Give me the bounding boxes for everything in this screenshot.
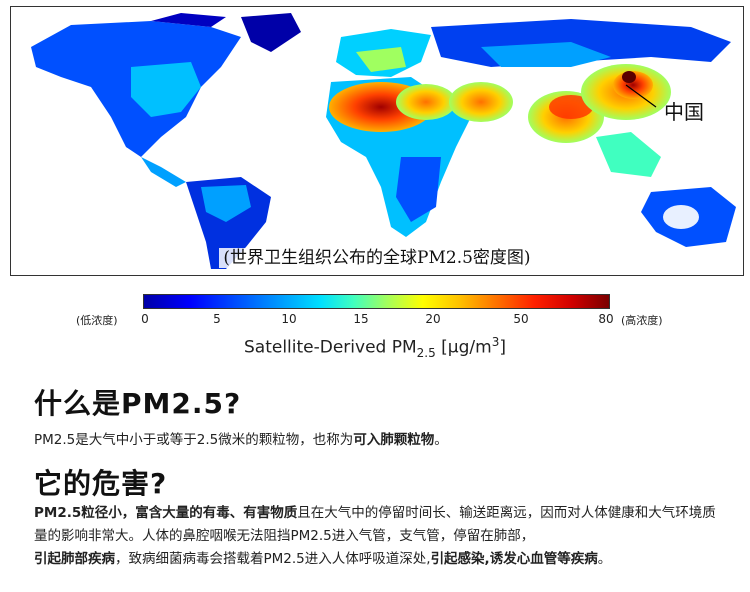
section2-plain-1: 且在大气中的停留时间长、输送距离远，因而对人体健康和大气环境质量的影响非常大。人…	[34, 505, 716, 544]
section1-text-bold: 可入肺颗粒物	[353, 432, 435, 448]
section2-plain-2: ，致病细菌病毒会搭载着PM2.5进入人体呼吸道深处,	[115, 551, 431, 567]
section1-text-plain: PM2.5是大气中小于或等于2.5微米的颗粒物，也称为	[34, 432, 354, 448]
colorbar-tick: 80	[598, 312, 614, 326]
colorbar-title-subscript: 2.5	[416, 346, 436, 361]
colorbar-tick: 10	[281, 312, 297, 326]
section2-end: 。	[597, 551, 612, 567]
colorbar-tick: 15	[353, 312, 369, 326]
high-concentration-label: (高浓度)	[621, 314, 663, 327]
colorbar-tick: 0	[141, 312, 149, 326]
section1-heading: 什么是PM2.5?	[34, 387, 242, 420]
colorbar-unit-superscript: 3	[491, 335, 500, 349]
colorbar-title: Satellite-Derived PM2.5 [μg/m3]	[244, 335, 506, 360]
section2-bold-3: 引起感染,诱发心血管等疾病	[430, 551, 598, 567]
section1-text-end: 。	[434, 432, 448, 448]
map-caption: (世界卫生组织公布的全球PM2.5密度图)	[11, 243, 743, 268]
low-concentration-label: (低浓度)	[76, 314, 118, 327]
colorbar-tick: 20	[425, 312, 441, 326]
section2-bold-1: PM2.5粒径小，富含大量的有毒、有害物质	[34, 505, 298, 521]
section2-bold-2: 引起肺部疾病	[34, 551, 115, 567]
china-label: 中国	[664, 100, 704, 124]
colorbar-tick: 5	[213, 312, 221, 326]
colorbar-tick: 50	[513, 312, 529, 326]
colorbar-title-main: Satellite-Derived PM	[244, 337, 417, 358]
section2-text: PM2.5粒径小，富含大量的有毒、有害物质且在大气中的停留时间长、输送距离远，因…	[34, 502, 724, 571]
pm25-world-map: (世界卫生组织公布的全球PM2.5密度图)	[10, 6, 744, 276]
section1-text: PM2.5是大气中小于或等于2.5微米的颗粒物，也称为可入肺颗粒物。	[34, 428, 448, 448]
colorbar-unit: [μg/m	[441, 337, 492, 358]
color-scale-bar	[143, 294, 610, 309]
colorbar-unit-close: ]	[499, 337, 506, 358]
section2-heading: 它的危害?	[34, 467, 168, 500]
world-map-image	[31, 13, 736, 269]
